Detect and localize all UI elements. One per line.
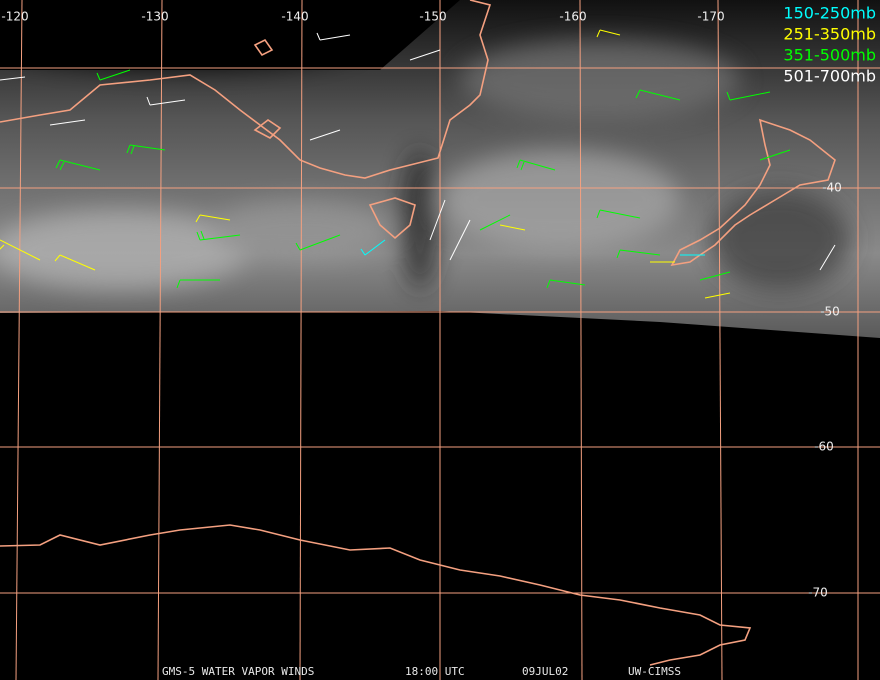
longitude-label: -130	[141, 10, 168, 24]
latitude-label: -60	[814, 440, 834, 454]
legend-entry: 150-250mb	[783, 4, 876, 23]
longitude-label: -150	[419, 10, 446, 24]
longitude-line	[15, 0, 23, 680]
footer-text: GMS-5 WATER VAPOR WINDS	[162, 665, 314, 678]
latitude-label: -70	[808, 586, 828, 600]
legend-entry: 351-500mb	[783, 46, 876, 65]
latitude-label: -50	[820, 305, 840, 319]
longitude-label: -170	[697, 10, 724, 24]
longitude-line	[717, 0, 723, 680]
legend-entry: 251-350mb	[783, 25, 876, 44]
longitude-line	[299, 0, 303, 680]
longitude-label: -160	[559, 10, 586, 24]
longitude-label: -140	[281, 10, 308, 24]
longitude-line	[579, 0, 583, 680]
footer-text: UW-CIMSS	[628, 665, 681, 678]
footer-text: 09JUL02	[522, 665, 568, 678]
wind-barbs	[0, 29, 836, 299]
footer-text: 18:00 UTC	[405, 665, 465, 678]
legend-entry: 501-700mb	[783, 67, 876, 86]
labels: -120 -130 -140 -150 -160 -170 -40 -50 -60 -70 150-…	[1, 4, 876, 679]
coastlines	[0, 0, 836, 666]
longitude-line	[157, 0, 163, 680]
longitude-label: -120	[1, 10, 28, 24]
latitude-label: -40	[822, 181, 842, 195]
